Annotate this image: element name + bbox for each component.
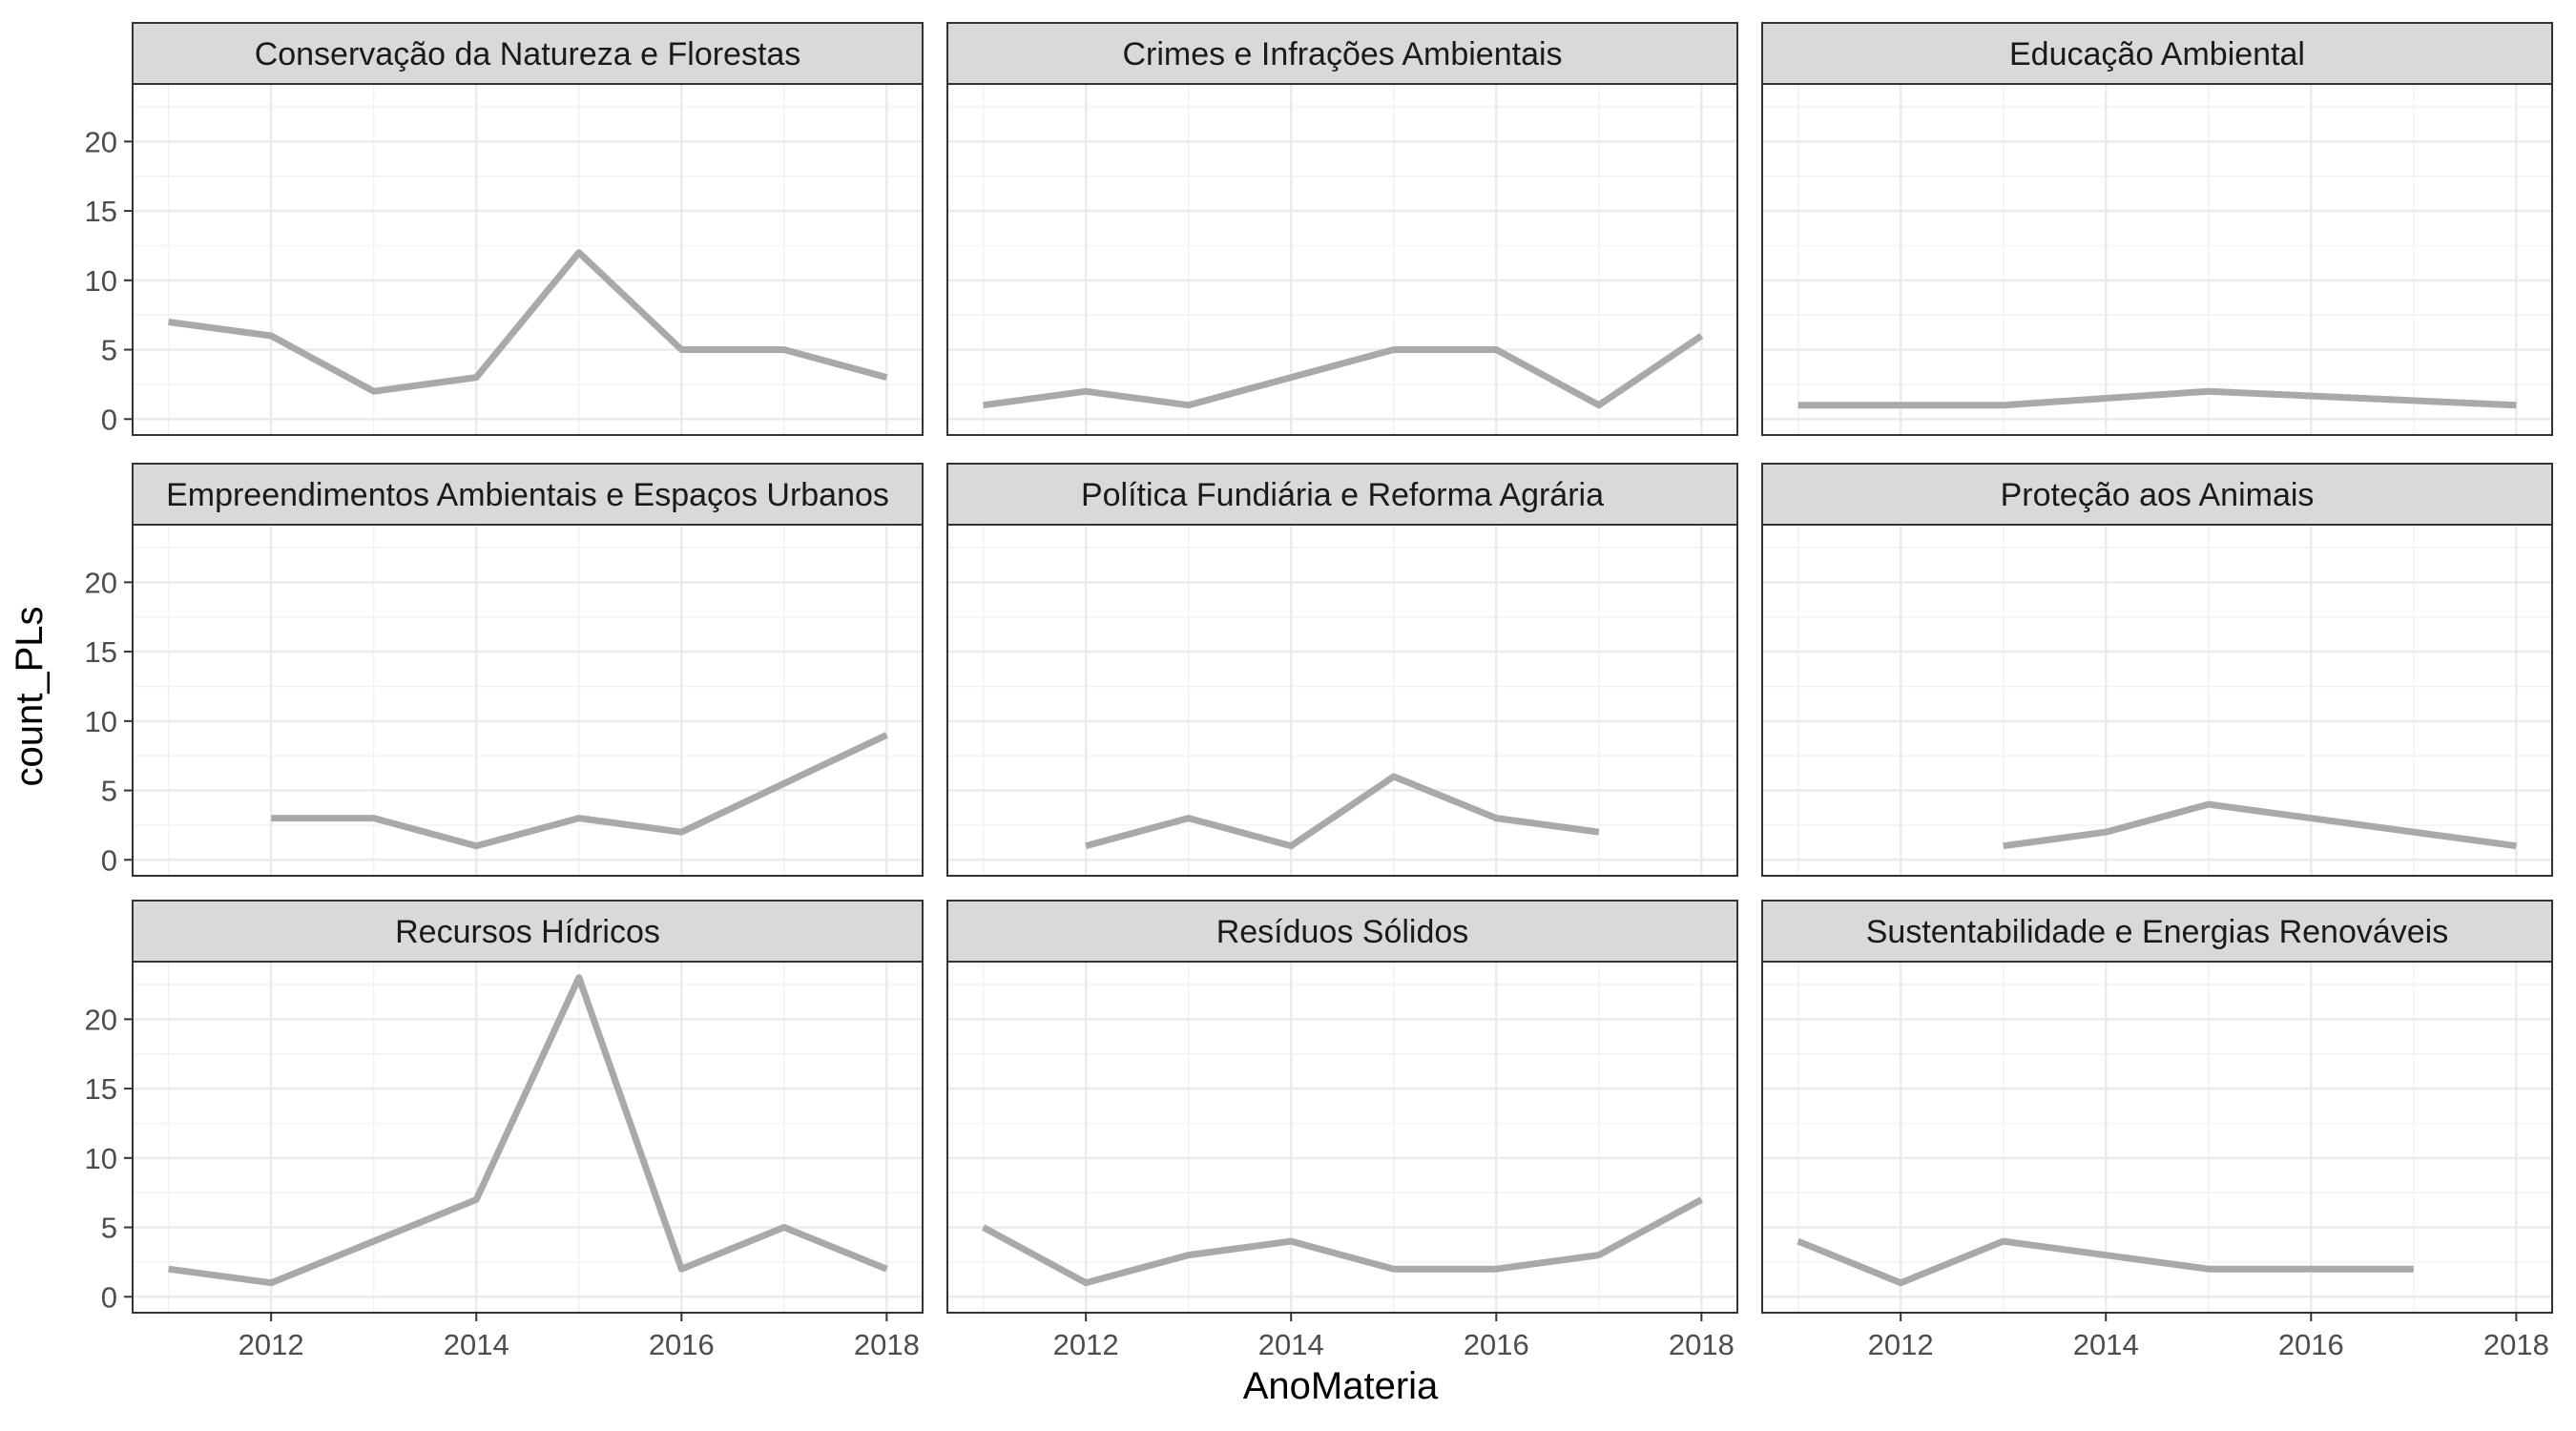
facet-panel: Política Fundiária e Reforma Agrária <box>947 464 1737 876</box>
panel-background <box>133 962 923 1313</box>
y-tick-label: 15 <box>85 195 117 228</box>
y-tick-label: 10 <box>85 1142 117 1175</box>
panel-background <box>133 525 923 876</box>
y-tick-label: 20 <box>85 125 117 158</box>
x-tick-label: 2014 <box>2073 1328 2139 1361</box>
x-tick-label: 2014 <box>1258 1328 1324 1361</box>
y-tick-label: 0 <box>101 403 117 436</box>
facet-title: Proteção aos Animais <box>2001 477 2315 513</box>
panel-background <box>1762 525 2552 876</box>
facet-title: Sustentabilidade e Energias Renováveis <box>1866 914 2449 950</box>
x-tick-label: 2012 <box>1868 1328 1934 1361</box>
x-axis-title: AnoMateria <box>1243 1365 1439 1407</box>
x-tick-label: 2018 <box>854 1328 920 1361</box>
facet-panel: Resíduos Sólidos 2012 2014 2016 2018 <box>947 901 1737 1361</box>
panel-background <box>947 84 1737 435</box>
y-tick-label: 10 <box>85 264 117 298</box>
x-tick-label: 2016 <box>1464 1328 1529 1361</box>
y-tick-label: 15 <box>85 635 117 669</box>
x-tick-label: 2012 <box>239 1328 304 1361</box>
y-tick-label: 15 <box>85 1072 117 1106</box>
facet-panel: Conservação da Natureza e Florestas 0 5 10 1… <box>85 23 923 436</box>
y-tick-label: 20 <box>85 1003 117 1036</box>
y-tick-label: 5 <box>101 1212 117 1245</box>
panel-background <box>1762 84 2552 435</box>
x-tick-label: 2018 <box>1669 1328 1735 1361</box>
facet-panel: Proteção aos Animais <box>1762 464 2552 876</box>
facet-panel: Educação Ambiental <box>1762 23 2552 435</box>
facet-panel: Crimes e Infrações Ambientais <box>947 23 1737 435</box>
facet-panel: Empreendimentos Ambientais e Espaços Urb… <box>85 464 923 877</box>
facet-panel: Recursos Hídricos 0 5 10 15 20 2012 2014 2016 201… <box>85 901 923 1361</box>
y-tick-label: 0 <box>101 843 117 877</box>
facet-title: Conservação da Natureza e Florestas <box>255 36 801 73</box>
x-tick-label: 2016 <box>649 1328 715 1361</box>
x-tick-label: 2018 <box>2483 1328 2549 1361</box>
y-tick-label: 5 <box>101 334 117 367</box>
facet-title: Empreendimentos Ambientais e Espaços Urb… <box>166 477 889 513</box>
facet-title: Recursos Hídricos <box>395 914 660 950</box>
y-tick-label: 5 <box>101 775 117 808</box>
x-tick-label: 2014 <box>444 1328 509 1361</box>
y-tick-label: 20 <box>85 566 117 599</box>
x-tick-label: 2016 <box>2278 1328 2344 1361</box>
x-tick-label: 2012 <box>1053 1328 1119 1361</box>
panel-background <box>133 84 923 435</box>
facet-title: Crimes e Infrações Ambientais <box>1122 36 1562 73</box>
facet-title: Política Fundiária e Reforma Agrária <box>1081 477 1604 513</box>
y-tick-label: 10 <box>85 705 117 738</box>
facet-title: Educação Ambiental <box>2009 36 2305 73</box>
facet-title: Resíduos Sólidos <box>1216 914 1469 950</box>
facet-panel: Sustentabilidade e Energias Renováveis 20… <box>1762 901 2552 1361</box>
y-tick-label: 0 <box>101 1280 117 1314</box>
panel-background <box>947 525 1737 876</box>
y-axis-title: count_PLs <box>9 606 51 786</box>
panel-background <box>947 962 1737 1313</box>
